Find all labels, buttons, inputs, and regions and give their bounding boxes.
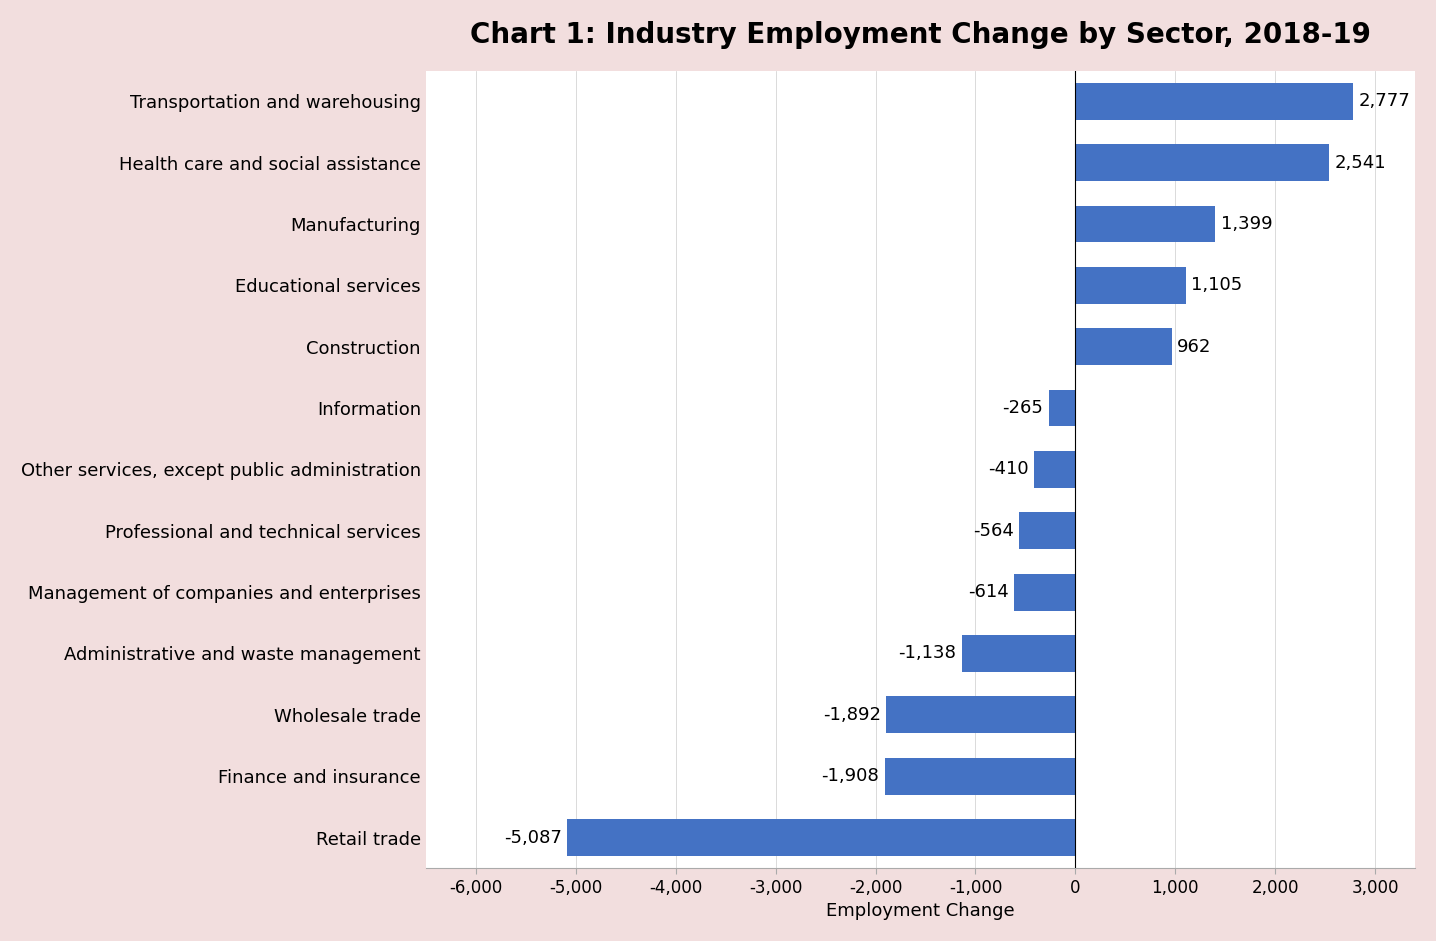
X-axis label: Employment Change: Employment Change: [826, 902, 1015, 920]
Bar: [1076, 267, 1186, 304]
Text: -1,892: -1,892: [823, 706, 880, 724]
Text: 2,777: 2,777: [1358, 92, 1410, 110]
Text: -1,138: -1,138: [899, 645, 956, 662]
Text: -614: -614: [968, 583, 1008, 601]
Text: -265: -265: [1002, 399, 1044, 417]
Bar: [1076, 205, 1215, 243]
Bar: [962, 635, 1076, 672]
Bar: [885, 758, 1076, 794]
Bar: [1076, 83, 1353, 120]
Text: -1,908: -1,908: [821, 767, 879, 785]
Bar: [1076, 144, 1330, 181]
Bar: [567, 819, 1076, 856]
Text: -410: -410: [988, 460, 1030, 478]
Text: 2,541: 2,541: [1335, 153, 1386, 171]
Bar: [1034, 451, 1076, 487]
Text: 962: 962: [1178, 338, 1212, 356]
Text: -564: -564: [972, 521, 1014, 540]
Text: -5,087: -5,087: [504, 828, 561, 847]
Bar: [886, 696, 1076, 733]
Bar: [1020, 512, 1076, 550]
Title: Chart 1: Industry Employment Change by Sector, 2018-19: Chart 1: Industry Employment Change by S…: [470, 21, 1371, 49]
Bar: [1076, 328, 1172, 365]
Bar: [1014, 574, 1076, 611]
Bar: [1048, 390, 1076, 426]
Text: 1,399: 1,399: [1221, 215, 1272, 233]
Text: 1,105: 1,105: [1192, 277, 1242, 295]
